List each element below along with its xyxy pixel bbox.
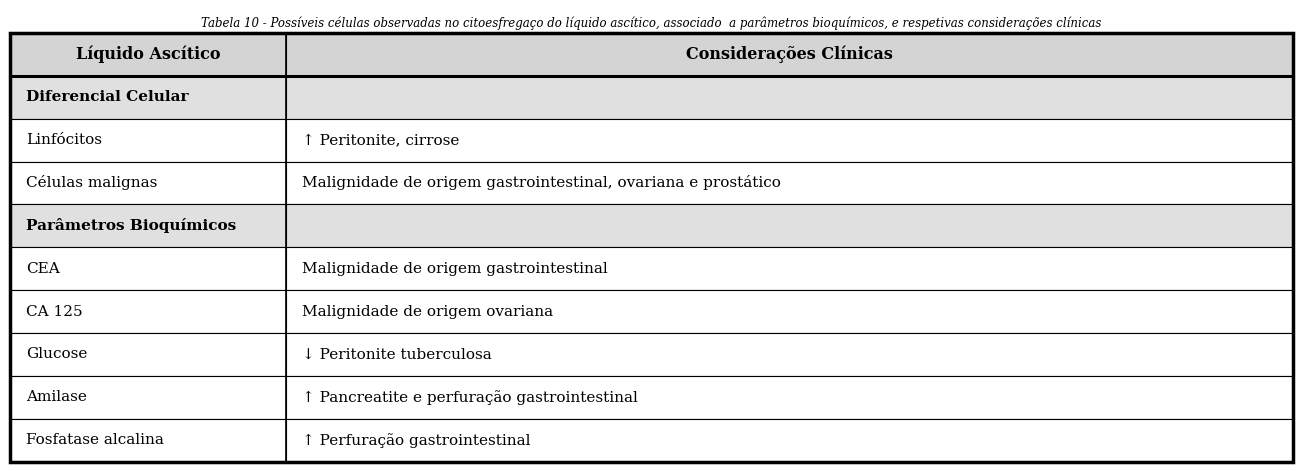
Text: Diferencial Celular: Diferencial Celular — [26, 90, 189, 104]
Bar — [287, 119, 1293, 162]
Text: Tabela 10 - Possíveis células observadas no citoesfregaço do líquido ascítico, a: Tabela 10 - Possíveis células observadas… — [201, 16, 1102, 30]
Text: Líquido Ascítico: Líquido Ascítico — [76, 46, 220, 63]
Bar — [10, 333, 287, 376]
Text: ↑ Perfuração gastrointestinal: ↑ Perfuração gastrointestinal — [302, 433, 530, 447]
Text: CEA: CEA — [26, 262, 60, 276]
Text: Considerações Clínicas: Considerações Clínicas — [685, 46, 893, 63]
Bar — [10, 33, 287, 76]
Bar — [287, 76, 1293, 119]
Text: Glucose: Glucose — [26, 348, 87, 361]
Bar — [10, 247, 287, 290]
Text: Malignidade de origem ovariana: Malignidade de origem ovariana — [302, 305, 552, 318]
Bar — [287, 333, 1293, 376]
Text: ↑ Peritonite, cirrose: ↑ Peritonite, cirrose — [302, 133, 459, 147]
Bar — [10, 204, 287, 247]
Bar — [287, 162, 1293, 204]
Text: Linfócitos: Linfócitos — [26, 133, 102, 147]
Bar — [10, 162, 287, 204]
Bar — [10, 376, 287, 419]
Text: ↑ Pancreatite e perfuração gastrointestinal: ↑ Pancreatite e perfuração gastrointesti… — [302, 390, 637, 405]
Bar — [10, 119, 287, 162]
Bar — [287, 33, 1293, 76]
Bar — [287, 204, 1293, 247]
Bar — [287, 376, 1293, 419]
Bar — [287, 247, 1293, 290]
Bar — [10, 419, 287, 462]
Text: Malignidade de origem gastrointestinal, ovariana e prostático: Malignidade de origem gastrointestinal, … — [302, 176, 780, 190]
Text: Malignidade de origem gastrointestinal: Malignidade de origem gastrointestinal — [302, 262, 607, 276]
Text: CA 125: CA 125 — [26, 305, 82, 318]
Text: Parâmetros Bioquímicos: Parâmetros Bioquímicos — [26, 219, 236, 233]
Bar — [287, 290, 1293, 333]
Text: Células malignas: Células malignas — [26, 176, 158, 190]
Text: Fosfatase alcalina: Fosfatase alcalina — [26, 433, 164, 447]
Text: Amilase: Amilase — [26, 390, 87, 404]
Bar — [10, 76, 287, 119]
Bar — [287, 419, 1293, 462]
Bar — [10, 290, 287, 333]
Text: ↓ Peritonite tuberculosa: ↓ Peritonite tuberculosa — [302, 348, 491, 361]
